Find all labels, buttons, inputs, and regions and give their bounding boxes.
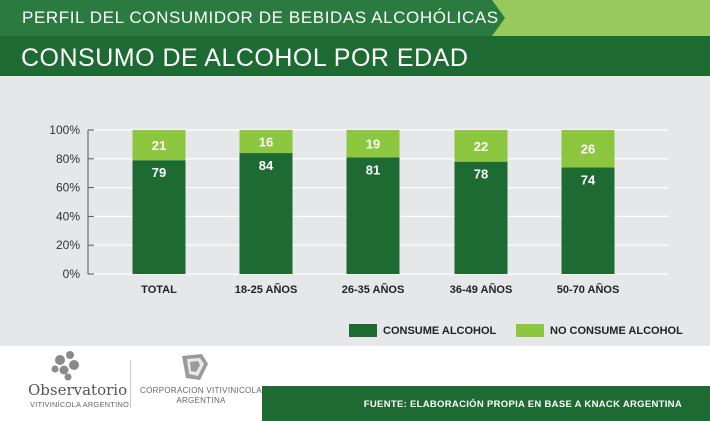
bar-consume [454, 161, 508, 274]
bar-consume [561, 167, 615, 274]
corporacion-logo-line2: ARGENTINA [176, 396, 226, 405]
legend-no-consume: NO CONSUME ALCOHOL [516, 324, 683, 337]
data-label: 81 [366, 162, 380, 177]
bar-no-consume [239, 130, 293, 154]
bar-no-consume [346, 130, 400, 158]
data-label: 19 [366, 137, 380, 152]
y-tick-label: 80% [56, 152, 80, 166]
bar-consume [239, 153, 293, 274]
source-note: FUENTE: ELABORACIÓN PROPIA EN BASE A KNA… [363, 399, 682, 410]
y-tick-label: 40% [56, 209, 80, 223]
data-label: 74 [581, 172, 596, 187]
bar-no-consume [454, 130, 508, 162]
title-bar [0, 36, 710, 76]
bar-no-consume [561, 130, 615, 168]
x-tick-label: 18-25 AÑOS [235, 283, 298, 296]
logo-separator [130, 360, 131, 408]
data-label: 78 [474, 167, 488, 182]
legend-consume: CONSUME ALCOHOL [349, 324, 496, 337]
data-label: 26 [581, 142, 595, 157]
legend-swatch-no-consume [516, 324, 544, 337]
y-tick-label: 20% [56, 238, 80, 252]
corporacion-logo-icon [182, 354, 208, 380]
observatorio-logo-name: Observatorio [28, 381, 128, 399]
observatorio-logo-sub: VITIVINÍCOLA ARGENTINO [30, 400, 130, 409]
x-tick-label: 26-35 AÑOS [342, 283, 405, 296]
data-label: 21 [152, 138, 166, 153]
page-title: CONSUMO DE ALCOHOL POR EDAD [21, 44, 469, 72]
stacked-bar-chart: 0% 20% 40% 60% 80% 100% 79 21 TOTAL 84 16 18-25 AÑO… [49, 123, 668, 296]
legend-swatch-consume [349, 324, 377, 337]
data-label: 16 [259, 135, 273, 150]
legend-label-consume: CONSUME ALCOHOL [383, 324, 497, 337]
x-tick-label: 50-70 AÑOS [557, 283, 620, 296]
x-tick-label: TOTAL [141, 284, 177, 296]
supertitle: PERFIL DEL CONSUMIDOR DE BEBIDAS ALCOHÓL… [22, 8, 499, 27]
y-tick-label: 100% [49, 123, 80, 137]
observatorio-grapes-icon [51, 351, 79, 381]
footer-band: FUENTE: ELABORACIÓN PROPIA EN BASE A KNA… [262, 386, 710, 421]
data-label: 84 [259, 158, 274, 173]
y-tick-label: 0% [63, 267, 81, 281]
data-label: 22 [474, 139, 488, 154]
corporacion-logo-line1: CORPORACION VITIVINICOLA [140, 386, 262, 395]
x-tick-label: 36-49 AÑOS [450, 283, 513, 296]
bar-no-consume [132, 130, 186, 161]
header-top-band [0, 0, 505, 36]
legend-label-no-consume: NO CONSUME ALCOHOL [550, 324, 683, 337]
corporacion-logo-name: CORPORACION VITIVINICOLA ARGENTINA [140, 386, 262, 406]
data-label: 79 [152, 165, 166, 180]
y-tick-label: 60% [56, 181, 80, 195]
bar-consume [132, 160, 186, 274]
bar-consume [346, 157, 400, 274]
